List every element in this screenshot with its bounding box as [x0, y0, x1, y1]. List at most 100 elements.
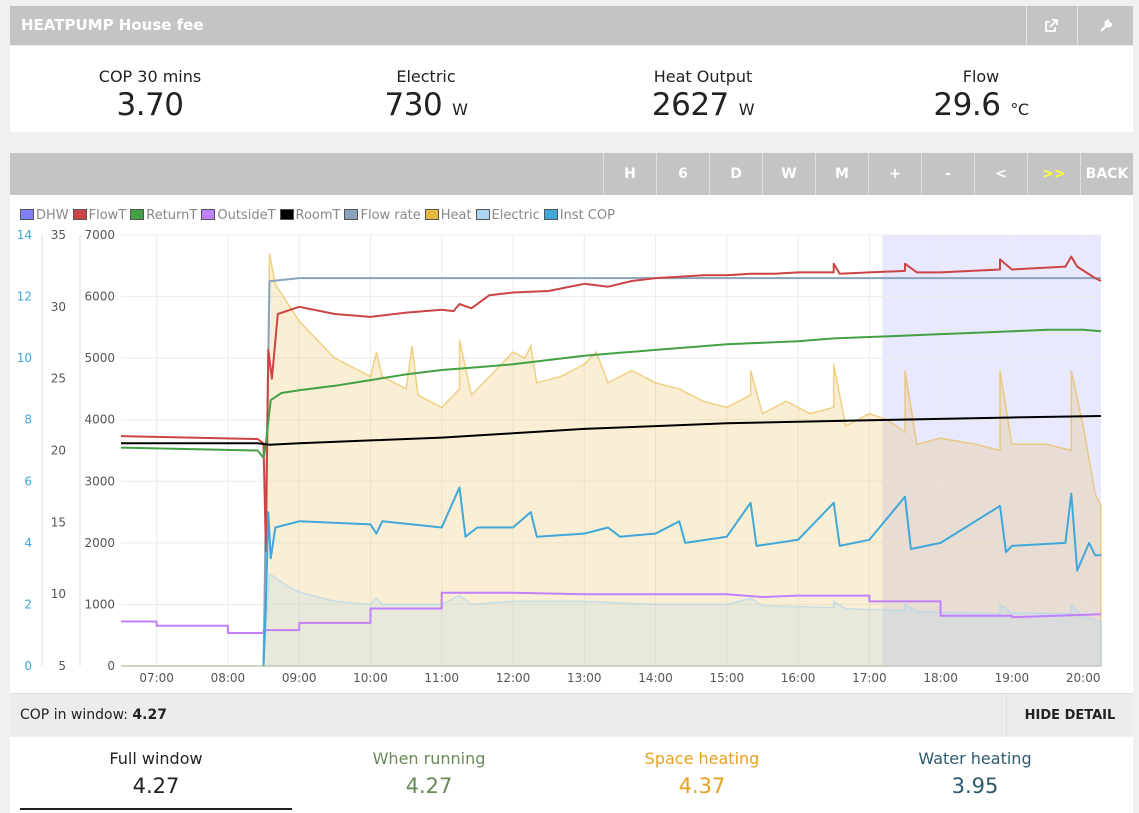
legend-swatch — [424, 209, 439, 220]
stat-cop: COP 30 mins 3.70 — [10, 46, 290, 123]
stat-unit: °C — [1010, 100, 1029, 119]
legend-label: Heat — [440, 208, 472, 223]
cop-tab-value: 4.27 — [405, 774, 453, 798]
stats-panel: COP 30 mins 3.70 Electric 730 W Heat Outp… — [10, 46, 1133, 132]
legend-swatch — [475, 209, 490, 220]
cop-tab-space-heating[interactable]: Space heating 4.37 — [566, 737, 838, 813]
y-tick-label-power: 6000 — [84, 290, 115, 304]
x-tick-label: 18:00 — [923, 671, 958, 685]
y-tick-label-temp: 5 — [58, 659, 66, 673]
x-tick-label: 11:00 — [424, 671, 459, 685]
chart-legend: DHW FlowT ReturnT OutsideT RoomT Flow rate Hea… — [20, 208, 619, 224]
legend-swatch — [543, 209, 558, 220]
x-tick-label: 15:00 — [710, 671, 745, 685]
legend-item[interactable]: Flow rate — [344, 208, 421, 223]
y-tick-label-temp: 25 — [51, 372, 66, 386]
cop-tab-value: 3.95 — [951, 774, 999, 798]
legend-swatch — [344, 209, 359, 220]
y-tick-label-cop: 4 — [24, 536, 32, 550]
cop-tab-label: Water heating — [918, 749, 1032, 768]
x-tick-label: 17:00 — [852, 671, 887, 685]
y-tick-label-temp: 10 — [51, 587, 66, 601]
series-heat-area — [121, 253, 1102, 667]
toolbar-button-1[interactable]: 6 — [656, 153, 709, 195]
y-tick-label-power: 2000 — [84, 536, 115, 550]
y-tick-label-cop: 2 — [24, 597, 32, 611]
legend-label: Electric — [491, 208, 540, 223]
stat-electric: Electric 730 W — [286, 46, 566, 123]
toolbar-button-6[interactable]: - — [921, 153, 974, 195]
legend-item[interactable]: ReturnT — [130, 208, 197, 223]
stat-value: 2627 W — [651, 87, 755, 123]
cop-in-window-value: 4.27 — [132, 707, 167, 723]
share-button[interactable] — [1026, 6, 1074, 45]
y-tick-label-cop: 8 — [24, 413, 32, 427]
x-tick-label: 19:00 — [995, 671, 1030, 685]
y-tick-label-power: 1000 — [84, 597, 115, 611]
y-tick-label-cop: 0 — [24, 659, 32, 673]
toolbar-button-3[interactable]: W — [762, 153, 815, 195]
series-returnt-line — [120, 328, 1102, 459]
legend-label: DHW — [36, 208, 69, 223]
legend-item[interactable]: DHW — [20, 208, 69, 223]
stat-value: 29.6 °C — [933, 87, 1029, 123]
cop-tab-water-heating[interactable]: Water heating 3.95 — [839, 737, 1111, 813]
x-tick-label: 07:00 — [139, 671, 174, 685]
cop-window-bar: COP in window: 4.27 HIDE DETAIL — [10, 693, 1133, 737]
legend-label: FlowT — [88, 208, 127, 223]
chart-panel: DHW FlowT ReturnT OutsideT RoomT Flow rate Hea… — [10, 195, 1133, 693]
cop-tabs: Full window 4.27 When running 4.27 Space hea… — [10, 737, 1133, 813]
stat-flow: Flow 29.6 °C — [841, 46, 1121, 123]
wrench-icon — [1099, 18, 1113, 32]
toolbar-button-5[interactable]: + — [868, 153, 921, 195]
hide-detail-button[interactable]: HIDE DETAIL — [1006, 694, 1133, 737]
cop-tab-label: When running — [372, 749, 486, 768]
y-tick-label-temp: 30 — [51, 300, 66, 314]
toolbar-button-4[interactable]: M — [815, 153, 868, 195]
stat-heat-output: Heat Output 2627 W — [563, 46, 843, 123]
toolbar-button-8[interactable]: >> — [1027, 153, 1080, 195]
toolbar-button-7[interactable]: < — [974, 153, 1027, 195]
legend-swatch — [72, 209, 87, 220]
toolbar-button-9[interactable]: BACK — [1080, 153, 1133, 195]
cop-tab-label: Space heating — [644, 749, 760, 768]
x-tick-label: 12:00 — [496, 671, 531, 685]
legend-item[interactable]: FlowT — [72, 208, 127, 223]
series-outsidet-line — [121, 591, 1102, 634]
stat-value: 3.70 — [116, 87, 184, 123]
series-roomt-line — [121, 415, 1102, 446]
external-link-icon — [1044, 18, 1058, 32]
cop-tab-value: 4.27 — [132, 774, 180, 798]
legend-item[interactable]: Electric — [475, 208, 540, 223]
toolbar-button-2[interactable]: D — [709, 153, 762, 195]
legend-swatch — [130, 209, 145, 220]
chart-svg[interactable]: 0 2 4 6 8 10 12 14 5 10 15 20 25 30 35 0 1000 2000 3000 400… — [10, 195, 1133, 693]
legend-label: OutsideT — [217, 208, 276, 223]
y-tick-label-cop: 6 — [24, 474, 32, 488]
legend-item[interactable]: OutsideT — [201, 208, 276, 223]
cop-tab-value: 4.37 — [678, 774, 726, 798]
stat-unit: W — [738, 100, 755, 119]
legend-swatch — [20, 209, 34, 220]
legend-item[interactable]: Inst COP — [543, 208, 615, 223]
cop-tab-when-running[interactable]: When running 4.27 — [293, 737, 565, 813]
app-header: HEATPUMP House fee — [10, 6, 1133, 45]
toolbar-button-0[interactable]: H — [603, 153, 656, 195]
app-title: HEATPUMP House fee — [21, 16, 204, 34]
cop-tab-full-window[interactable]: Full window 4.27 — [20, 737, 292, 810]
stat-value: 730 W — [384, 87, 469, 123]
highlight-region — [882, 235, 1101, 666]
y-tick-label-temp: 35 — [51, 228, 66, 242]
settings-button[interactable] — [1077, 6, 1133, 45]
y-tick-label-cop: 10 — [17, 351, 32, 365]
x-tick-label: 10:00 — [353, 671, 388, 685]
series-electric-area — [121, 572, 1102, 667]
cop-in-window: COP in window: 4.27 — [20, 707, 167, 723]
legend-item[interactable]: RoomT — [279, 208, 340, 223]
legend-item[interactable]: Heat — [424, 208, 472, 223]
y-tick-label-power: 5000 — [84, 351, 115, 365]
stat-label: Heat Output — [653, 67, 753, 86]
y-tick-label-temp: 15 — [51, 515, 66, 529]
x-tick-label: 14:00 — [638, 671, 673, 685]
x-tick-label: 16:00 — [781, 671, 816, 685]
